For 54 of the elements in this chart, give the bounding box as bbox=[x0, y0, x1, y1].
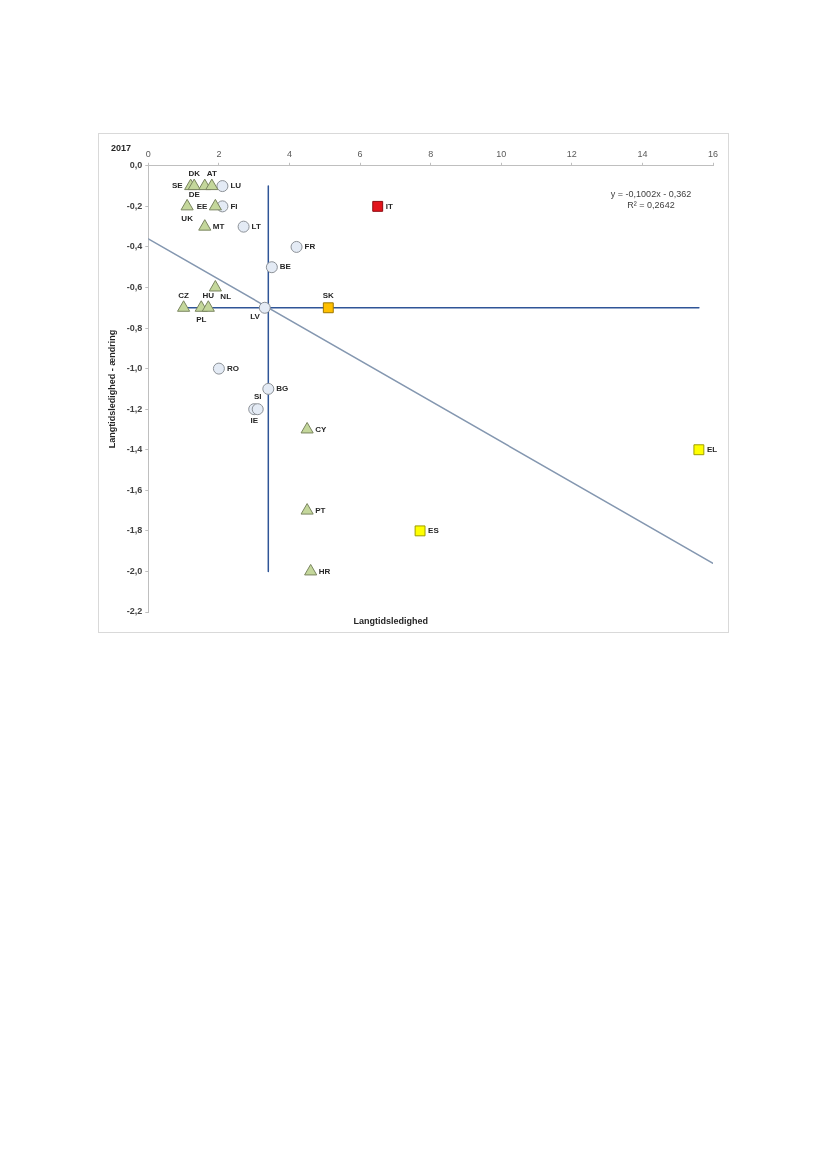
x-axis-title: Langtidsledighed bbox=[353, 615, 428, 626]
y-tick-label: -2,0 bbox=[126, 565, 143, 576]
annotation: PL bbox=[196, 314, 207, 324]
annotation: DK bbox=[188, 169, 201, 179]
y-tick-label: -0,2 bbox=[126, 200, 143, 211]
annotation: EE bbox=[196, 201, 209, 211]
x-tick-label: 4 bbox=[286, 148, 292, 159]
annotation: AT bbox=[206, 169, 217, 179]
annotation: FR bbox=[304, 242, 316, 252]
annotation: R² = 0,2642 bbox=[627, 199, 675, 210]
y-tick-label: 0,0 bbox=[129, 160, 143, 171]
x-tick-label: 14 bbox=[637, 148, 648, 159]
annotation: PT bbox=[315, 505, 326, 515]
x-tick-label: 0 bbox=[145, 148, 151, 159]
x-tick-label: 12 bbox=[566, 148, 577, 159]
annotation: SI bbox=[253, 392, 262, 402]
annotation: EL bbox=[706, 444, 718, 454]
annotation: LU bbox=[230, 181, 242, 191]
annotation: LV bbox=[250, 311, 261, 321]
annotation: CZ bbox=[178, 290, 190, 300]
x-tick-label: 6 bbox=[357, 148, 363, 159]
x-tick-label: 16 bbox=[707, 148, 719, 159]
annotation: FI bbox=[230, 201, 238, 211]
x-tick-label: 2 bbox=[216, 148, 222, 159]
annotation: y = -0,1002x - 0,362 bbox=[610, 188, 692, 199]
annotation: ES bbox=[428, 526, 440, 536]
y-tick-label: -0,4 bbox=[126, 241, 143, 252]
y-tick-label: -0,8 bbox=[126, 322, 143, 333]
chart-title: 2017 bbox=[111, 143, 132, 153]
annotation: SE bbox=[171, 181, 184, 191]
annotation: HU bbox=[202, 290, 215, 300]
annotation: SK bbox=[322, 290, 335, 300]
annotation: IE bbox=[250, 416, 259, 426]
y-tick-label: -0,6 bbox=[126, 281, 143, 292]
annotation: NL bbox=[220, 291, 232, 301]
y-axis-title: Langtidsledighed - ændring bbox=[106, 329, 117, 449]
y-tick-label: -1,6 bbox=[126, 484, 143, 495]
annotation: DE bbox=[188, 190, 201, 200]
x-tick-label: 8 bbox=[428, 148, 434, 159]
x-tick-label: 10 bbox=[496, 148, 507, 159]
annotation: LT bbox=[251, 221, 261, 231]
y-tick-label: -1,2 bbox=[126, 403, 143, 414]
y-tick-label: -2,2 bbox=[126, 606, 143, 617]
annotation: MT bbox=[212, 221, 225, 231]
annotation: IT bbox=[385, 201, 393, 211]
annotation: BG bbox=[276, 384, 289, 394]
annotation: RO bbox=[226, 363, 239, 373]
annotation: HR bbox=[318, 566, 331, 576]
annotation: CY bbox=[315, 424, 327, 434]
annotation: BE bbox=[279, 262, 292, 272]
annotation: UK bbox=[181, 213, 194, 223]
y-tick-label: -1,0 bbox=[126, 363, 143, 374]
y-tick-label: -1,8 bbox=[126, 525, 143, 536]
y-tick-label: -1,4 bbox=[126, 444, 143, 455]
